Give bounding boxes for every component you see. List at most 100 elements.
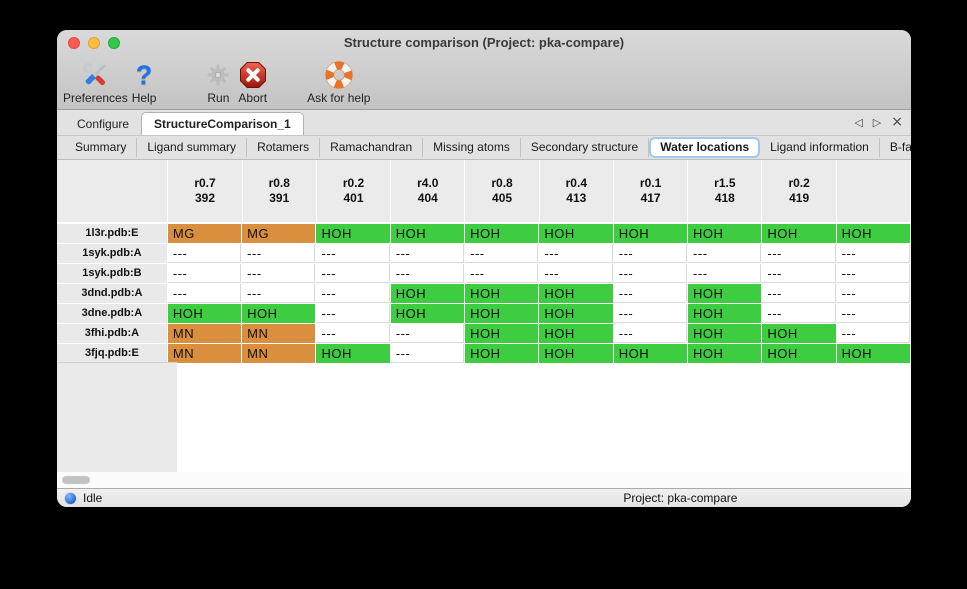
table-cell[interactable]: HOH [762, 344, 836, 363]
table-cell[interactable]: --- [613, 264, 688, 283]
table-cell[interactable]: --- [465, 264, 539, 283]
row-label[interactable]: 3dnd.pdb:A [57, 284, 167, 303]
table-cell[interactable]: --- [316, 244, 390, 263]
table-cell[interactable]: HOH [390, 304, 465, 323]
row-label[interactable]: 3dne.pdb:A [57, 304, 167, 323]
table-cell[interactable]: --- [688, 264, 762, 283]
column-header[interactable]: r0.2 419 [762, 160, 836, 222]
table-cell[interactable]: --- [167, 284, 242, 303]
table-cell[interactable]: --- [613, 324, 688, 343]
minimize-button[interactable] [88, 37, 100, 49]
column-header[interactable]: r0.4 413 [539, 160, 613, 222]
table-cell[interactable]: --- [762, 304, 836, 323]
column-header[interactable] [836, 160, 911, 222]
close-button[interactable] [68, 37, 80, 49]
table-cell[interactable]: --- [836, 264, 910, 283]
table-cell[interactable]: HOH [539, 324, 613, 343]
table-cell[interactable]: --- [390, 324, 465, 343]
column-header[interactable]: r1.5 418 [688, 160, 762, 222]
subtab-ligand-summary[interactable]: Ligand summary [137, 138, 248, 157]
table-cell[interactable]: HOH [688, 324, 762, 343]
table-cell[interactable]: --- [836, 244, 910, 263]
table-cell[interactable]: --- [836, 304, 910, 323]
table-cell[interactable]: --- [688, 244, 762, 263]
subtab-rotamers[interactable]: Rotamers [247, 138, 321, 157]
subtab-ramachandran[interactable]: Ramachandran [320, 138, 424, 157]
run-button[interactable]: Run [203, 58, 233, 108]
column-header[interactable]: r0.8 391 [242, 160, 316, 222]
table-cell[interactable]: --- [836, 324, 910, 343]
table-cell[interactable]: --- [762, 244, 836, 263]
table-cell[interactable]: HOH [242, 304, 316, 323]
table-cell[interactable]: HOH [465, 304, 539, 323]
table-cell[interactable]: HOH [762, 324, 836, 343]
preferences-button[interactable]: Preferences [63, 58, 128, 108]
table-cell[interactable]: --- [613, 244, 688, 263]
row-label[interactable]: 3fhi.pdb:A [57, 324, 167, 343]
table-cell[interactable]: HOH [465, 344, 539, 363]
table-cell[interactable]: HOH [688, 344, 762, 363]
table-cell[interactable]: --- [242, 244, 316, 263]
table-cell[interactable]: MN [167, 324, 242, 343]
table-cell[interactable]: HOH [836, 224, 910, 243]
table-cell[interactable]: --- [167, 244, 242, 263]
table-cell[interactable]: HOH [316, 344, 390, 363]
table-cell[interactable]: --- [316, 284, 390, 303]
table-cell[interactable]: --- [167, 264, 242, 283]
table-cell[interactable]: --- [242, 264, 316, 283]
table-cell[interactable]: HOH [167, 304, 242, 323]
table-cell[interactable]: MN [242, 324, 316, 343]
table-cell[interactable]: HOH [613, 344, 688, 363]
table-cell[interactable]: HOH [762, 224, 836, 243]
tab-configure[interactable]: Configure [77, 117, 130, 131]
table-cell[interactable]: MG [242, 224, 316, 243]
table-cell[interactable]: HOH [688, 284, 762, 303]
subtab-missing-atoms[interactable]: Missing atoms [423, 138, 521, 157]
table-cell[interactable]: MN [242, 344, 316, 363]
table-cell[interactable]: HOH [465, 284, 539, 303]
table-cell[interactable]: --- [539, 264, 613, 283]
subtab-summary[interactable]: Summary [65, 138, 138, 157]
table-cell[interactable]: HOH [465, 324, 539, 343]
table-cell[interactable]: --- [316, 324, 390, 343]
table-cell[interactable]: HOH [539, 304, 613, 323]
column-header[interactable]: r0.1 417 [613, 160, 688, 222]
subtab-water-locations[interactable]: Water locations [649, 137, 761, 158]
table-cell[interactable]: MG [167, 224, 242, 243]
table-cell[interactable]: --- [390, 244, 465, 263]
subtab-ligand-information[interactable]: Ligand information [760, 138, 880, 157]
column-header[interactable]: r0.2 401 [316, 160, 391, 222]
column-header[interactable]: r4.0 404 [391, 160, 465, 222]
tab-structure-comparison-1[interactable]: StructureComparison_1 [141, 112, 304, 135]
row-label[interactable]: 3fjq.pdb:E [57, 344, 167, 363]
table-cell[interactable]: --- [242, 284, 316, 303]
row-label[interactable]: 1l3r.pdb:E [57, 224, 167, 243]
table-cell[interactable]: HOH [613, 224, 688, 243]
table-cell[interactable]: HOH [836, 344, 910, 363]
table-cell[interactable]: --- [390, 264, 465, 283]
scrollbar-thumb[interactable] [62, 476, 90, 484]
subtab-secondary-structure[interactable]: Secondary structure [521, 138, 650, 157]
table-cell[interactable]: --- [613, 304, 688, 323]
table-cell[interactable]: HOH [316, 224, 390, 243]
table-cell[interactable]: --- [465, 244, 539, 263]
table-cell[interactable]: --- [836, 284, 910, 303]
table-cell[interactable]: HOH [539, 344, 613, 363]
table-cell[interactable]: --- [762, 264, 836, 283]
table-cell[interactable]: --- [316, 264, 390, 283]
row-label[interactable]: 1syk.pdb:A [57, 244, 167, 263]
table-cell[interactable]: --- [613, 284, 688, 303]
column-header[interactable]: r0.8 405 [465, 160, 539, 222]
table-cell[interactable]: HOH [539, 224, 613, 243]
table-cell[interactable]: HOH [465, 224, 539, 243]
table-cell[interactable]: --- [390, 344, 465, 363]
table-cell[interactable]: --- [316, 304, 390, 323]
tab-scroll-right-icon[interactable]: ▷ [872, 116, 882, 129]
table-cell[interactable]: MN [167, 344, 242, 363]
table-cell[interactable]: HOH [390, 224, 465, 243]
table-cell[interactable]: HOH [688, 224, 762, 243]
tab-close-icon[interactable]: × [891, 114, 903, 130]
table-cell[interactable]: --- [762, 284, 836, 303]
abort-button[interactable]: Abort [238, 58, 267, 108]
table-cell[interactable]: HOH [539, 284, 613, 303]
